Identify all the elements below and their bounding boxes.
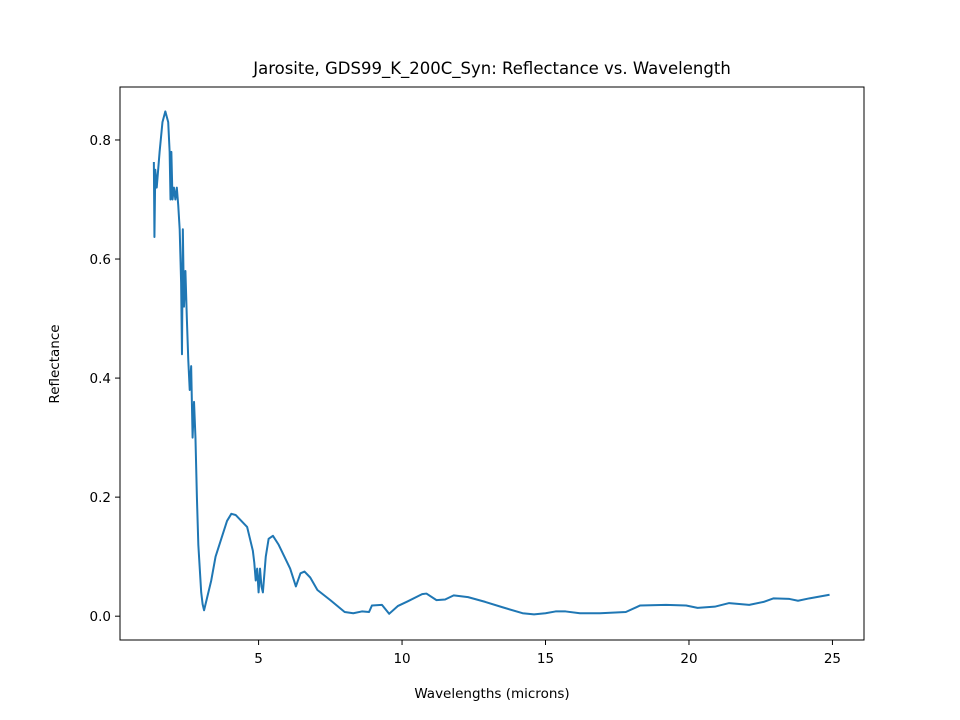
data-line (152, 110, 830, 616)
y-tick-label: 0.0 (90, 609, 111, 625)
x-tick-label: 10 (393, 651, 410, 667)
x-tick-label: 25 (824, 651, 841, 667)
y-axis-label: Reflectance (47, 324, 63, 403)
y-tick-label: 0.4 (90, 371, 111, 387)
x-tick-label: 15 (537, 651, 554, 667)
x-tick-label: 5 (254, 651, 263, 667)
y-tick-label: 0.6 (90, 252, 111, 268)
plot-frame (119, 86, 865, 641)
y-tick-label: 0.8 (90, 133, 111, 149)
y-tick-label: 0.2 (90, 490, 111, 506)
x-axis-label: Wavelengths (microns) (414, 686, 569, 702)
x-tick-label: 20 (680, 651, 697, 667)
chart-title: Jarosite, GDS99_K_200C_Syn: Reflectance … (252, 59, 731, 79)
